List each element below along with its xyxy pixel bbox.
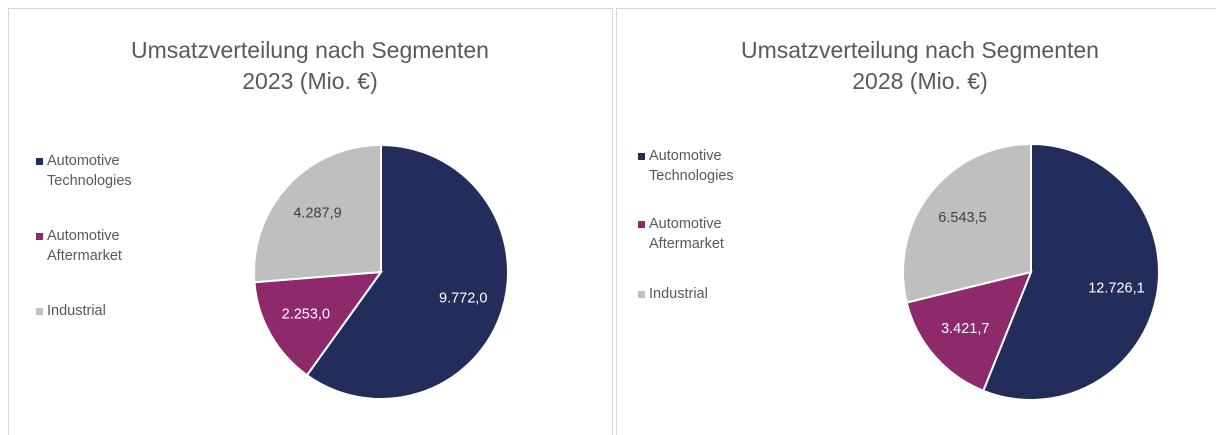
pie-slice <box>253 143 382 284</box>
legend-label: Automotive Technologies <box>47 153 132 189</box>
legend-swatch <box>638 291 645 298</box>
legend-swatch <box>638 153 645 160</box>
chart-title: Umsatzverteilung nach Segmenten 2023 (Mi… <box>131 37 489 94</box>
legend-swatch <box>36 158 43 165</box>
chart-title: Umsatzverteilung nach Segmenten 2028 (Mi… <box>741 37 1099 94</box>
panel-frame <box>8 8 613 435</box>
legend-swatch <box>638 221 645 228</box>
pie-slice <box>981 142 1160 401</box>
data-label: 3.421,7 <box>941 321 989 337</box>
legend-swatch <box>36 308 43 315</box>
legend-swatch <box>36 233 43 240</box>
panel-frame <box>616 8 1216 435</box>
data-label: 12.726,1 <box>1088 280 1144 296</box>
data-label: 4.287,9 <box>293 205 341 221</box>
pie-slice <box>905 270 1033 393</box>
pie-slice <box>305 143 509 400</box>
data-label: 2.253,0 <box>282 306 330 322</box>
pie-slice <box>253 270 384 377</box>
legend-label: Industrial <box>47 303 106 319</box>
legend-label: Automotive Aftermarket <box>649 216 724 252</box>
data-label: 9.772,0 <box>439 290 487 306</box>
legend-label: Automotive Technologies <box>649 148 734 184</box>
pie-slice <box>902 142 1032 304</box>
legend-label: Industrial <box>649 286 708 302</box>
legend-label: Automotive Aftermarket <box>47 228 122 264</box>
data-label: 6.543,5 <box>938 210 986 226</box>
